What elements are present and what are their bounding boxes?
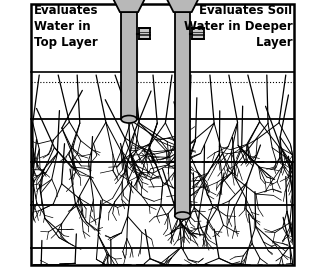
Polygon shape [166,0,199,12]
Bar [122,12,136,119]
Text: Evaluates
Water in
Top Layer: Evaluates Water in Top Layer [34,4,98,49]
Polygon shape [112,0,146,12]
Text: Evaluates Soil
Water in Deeper
        Layer: Evaluates Soil Water in Deeper Layer [184,4,292,49]
Ellipse shape [121,116,137,123]
Bar [175,12,190,216]
Bar [192,28,203,39]
Bar [139,28,150,39]
Ellipse shape [175,212,190,219]
